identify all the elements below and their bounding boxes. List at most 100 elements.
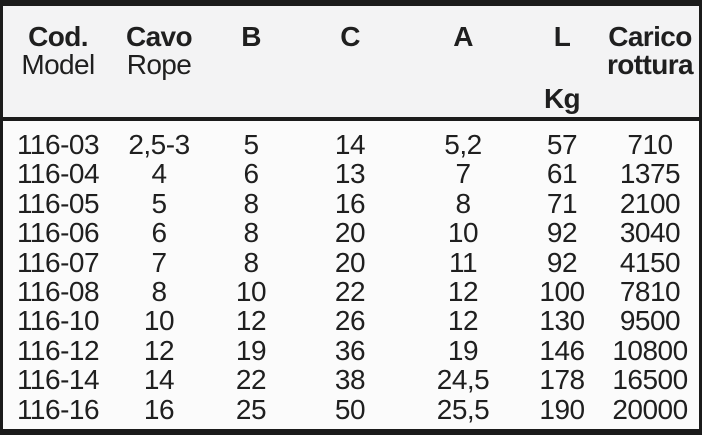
table-cell: 1375 xyxy=(619,158,681,190)
table-cell: 14 xyxy=(143,364,175,396)
table-cell: 710 xyxy=(627,129,673,160)
table-cell: 12 xyxy=(447,305,479,337)
table-cell: 116-05 xyxy=(16,187,100,219)
table-cell: 3040 xyxy=(619,217,681,249)
table-cell: 116-06 xyxy=(16,217,100,249)
table-row: 116-16 16 25 50 25,5 190 20000 xyxy=(3,393,699,425)
header-l-spacer xyxy=(523,51,601,85)
table-cell: 50 xyxy=(334,393,366,425)
table-cell: 8 xyxy=(243,246,259,278)
table-cell: 116-14 xyxy=(16,364,100,396)
table-cell: 26 xyxy=(334,305,366,337)
table-cell: 5 xyxy=(151,187,167,219)
header-rottura-label: rottura xyxy=(606,49,694,80)
table-row: 116-04 4 6 13 7 61 1375 xyxy=(3,158,699,190)
table-cell: 16500 xyxy=(612,364,688,396)
table-cell: 13 xyxy=(334,158,366,190)
table-cell: 4150 xyxy=(619,246,681,278)
table-cell: 8 xyxy=(243,187,259,219)
table-cell: 116-08 xyxy=(16,275,100,307)
table-cell: 11 xyxy=(448,246,478,278)
table-cell: 5 xyxy=(243,129,259,160)
table-cell: 25 xyxy=(235,393,267,425)
table-cell: 116-12 xyxy=(16,334,100,366)
table-cell: 20 xyxy=(334,217,366,249)
table-body: 116-03 2,5-3 5 14 5,2 57 710 116-04 4 6 13 7 61 1375 1… xyxy=(3,121,699,425)
table-cell: 7 xyxy=(151,246,167,278)
header-rope-label: Rope xyxy=(126,49,192,80)
header-cell-cod: Cod. Model xyxy=(3,6,113,117)
table-row: 116-03 2,5-3 5 14 5,2 57 710 xyxy=(3,129,699,160)
table-cell: 57 xyxy=(546,129,578,160)
header-cell-l: L Kg xyxy=(523,6,601,117)
table-cell: 9500 xyxy=(619,305,681,337)
table-cell: 10 xyxy=(447,217,479,249)
table-cell: 190 xyxy=(539,393,585,425)
table-row: 116-07 7 8 20 11 92 4150 xyxy=(3,246,699,278)
table-cell: 10 xyxy=(235,275,267,307)
table-cell: 61 xyxy=(546,158,578,190)
table-cell: 36 xyxy=(334,334,366,366)
table-cell: 116-04 xyxy=(16,158,100,190)
table-cell: 10 xyxy=(143,305,175,337)
table-cell: 7810 xyxy=(619,275,681,307)
table-row: 116-10 10 12 26 12 130 9500 xyxy=(3,305,699,337)
table-cell: 92 xyxy=(546,217,578,249)
table-cell: 16 xyxy=(143,393,175,425)
table-cell: 6 xyxy=(151,217,167,249)
table-cell: 146 xyxy=(539,334,585,366)
table-cell: 116-10 xyxy=(16,305,100,337)
table-cell: 12 xyxy=(447,275,479,307)
table-cell: 116-16 xyxy=(16,393,100,425)
header-cell-b: B xyxy=(205,6,297,117)
table-cell: 8 xyxy=(151,275,167,307)
table-cell: 8 xyxy=(243,217,259,249)
table-cell: 22 xyxy=(334,275,366,307)
header-cod-label: Cod. xyxy=(28,21,88,52)
header-b-label: B xyxy=(241,21,261,52)
table-cell: 22 xyxy=(235,364,267,396)
header-c-label: C xyxy=(340,21,360,52)
table-cell: 92 xyxy=(546,246,578,278)
table-cell: 16 xyxy=(334,187,366,219)
table-cell: 4 xyxy=(151,158,167,190)
table-row: 116-12 12 19 36 19 146 10800 xyxy=(3,334,699,366)
table-cell: 116-03 xyxy=(16,129,100,160)
header-kg-unit-label: Kg xyxy=(543,83,581,114)
table-cell: 19 xyxy=(235,334,267,366)
table-row: 116-08 8 10 22 12 100 7810 xyxy=(3,275,699,307)
table-cell: 14 xyxy=(334,129,366,160)
table-cell: 20000 xyxy=(612,393,688,425)
table-cell: 2100 xyxy=(619,187,681,219)
header-cell-cavo: Cavo Rope xyxy=(113,6,205,117)
table-cell: 100 xyxy=(539,275,585,307)
table-row: 116-05 5 8 16 8 71 2100 xyxy=(3,187,699,219)
table-cell: 25,5 xyxy=(436,393,490,425)
table-header: Cod. Model Cavo Rope B C A L Kg Car xyxy=(3,6,699,121)
header-a-label: A xyxy=(453,21,473,52)
header-cell-a: A xyxy=(403,6,523,117)
table-cell: 71 xyxy=(546,187,578,219)
header-carico-label: Carico xyxy=(608,21,692,52)
table-cell: 6 xyxy=(243,158,259,190)
table-cell: 20 xyxy=(334,246,366,278)
table-cell: 24,5 xyxy=(436,364,490,396)
table-row: 116-14 14 22 38 24,5 178 16500 xyxy=(3,364,699,396)
table-cell: 8 xyxy=(455,187,471,219)
table-cell: 130 xyxy=(539,305,585,337)
header-l-label: L xyxy=(553,21,571,52)
table-cell: 178 xyxy=(539,364,585,396)
table-cell: 2,5-3 xyxy=(128,129,190,160)
table-cell: 5,2 xyxy=(444,129,482,160)
table-cell: 19 xyxy=(447,334,479,366)
table-cell: 116-07 xyxy=(16,246,100,278)
header-cavo-label: Cavo xyxy=(125,21,193,52)
table-cell: 12 xyxy=(235,305,267,337)
table-row: 116-06 6 8 20 10 92 3040 xyxy=(3,217,699,249)
table-cell: 12 xyxy=(143,334,175,366)
header-cell-c: C xyxy=(297,6,403,117)
table-cell: 10800 xyxy=(612,334,688,366)
table-cell: 7 xyxy=(455,158,471,190)
